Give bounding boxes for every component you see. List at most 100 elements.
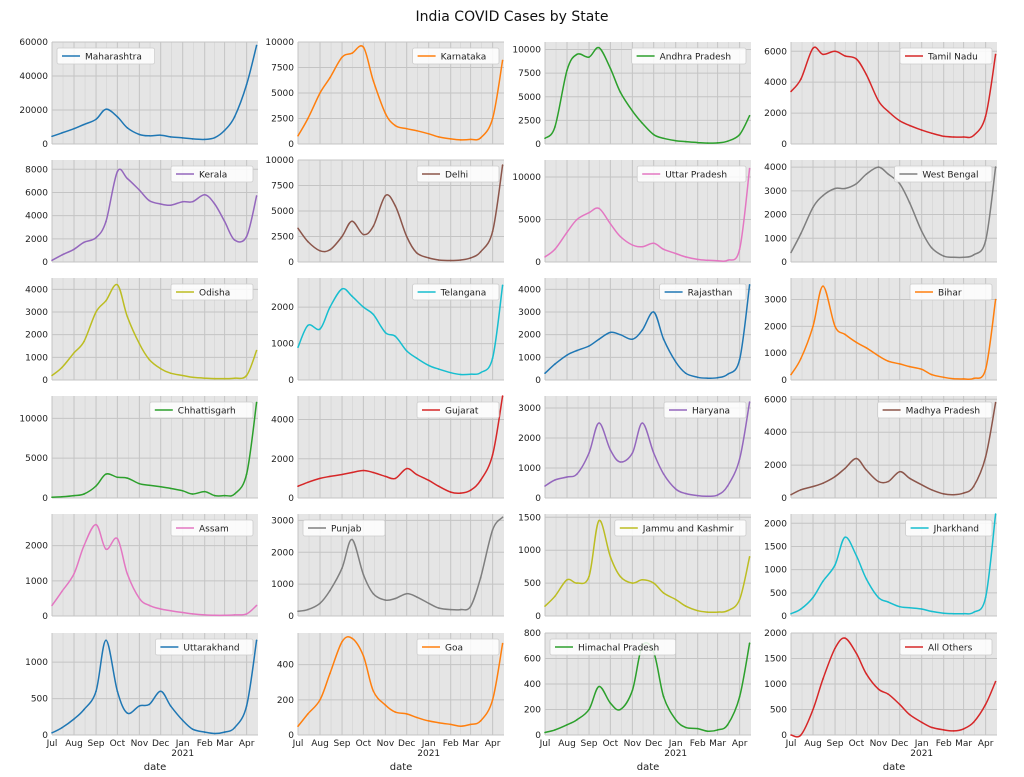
- data-point: [726, 140, 729, 142]
- y-tick-label: 4000: [764, 163, 787, 173]
- data-point: [213, 136, 216, 139]
- data-point: [159, 134, 162, 136]
- data-point: [501, 59, 504, 62]
- legend-box: [149, 401, 254, 419]
- data-point: [898, 703, 901, 706]
- y-tick-label: 4000: [764, 78, 787, 88]
- y-tick-label: 1000: [25, 577, 48, 587]
- legend: Haryana: [663, 401, 747, 419]
- data-point: [812, 596, 814, 599]
- legend-box: [614, 519, 747, 537]
- data-point: [203, 377, 206, 380]
- data-point: [73, 127, 75, 130]
- legend: Kerala: [170, 165, 254, 183]
- data-point: [609, 556, 612, 558]
- data-point: [169, 136, 172, 138]
- data-point: [877, 166, 880, 168]
- data-point: [652, 242, 655, 245]
- series-line-goa: [297, 636, 504, 727]
- data-point: [437, 485, 440, 488]
- y-tick-label: 2000: [271, 303, 294, 313]
- data-point: [415, 473, 418, 476]
- y-tick-label: 1000: [271, 580, 294, 590]
- y-tick-label: 2500: [271, 115, 294, 125]
- data-point: [437, 607, 440, 609]
- data-point: [479, 137, 482, 139]
- data-point: [415, 596, 418, 598]
- legend-label: Bihar: [938, 289, 962, 299]
- data-point: [116, 284, 119, 286]
- data-point: [748, 167, 751, 170]
- data-point: [994, 513, 997, 515]
- data-point: [384, 704, 387, 706]
- panel-jammu-and-kashmir: 0 500 1000 1500 Jammu and Kashmir: [518, 513, 751, 622]
- data-point: [307, 713, 309, 715]
- data-point: [972, 721, 975, 724]
- y-tick-label: 6000: [764, 47, 787, 57]
- data-point: [191, 728, 194, 730]
- x-tick-label: Jul: [292, 739, 304, 749]
- x-year-label: 2021: [171, 749, 194, 759]
- data-point: [459, 608, 462, 611]
- data-point: [297, 610, 299, 612]
- data-point: [800, 78, 802, 80]
- data-point: [598, 338, 600, 341]
- data-point: [159, 203, 162, 205]
- data-point: [213, 494, 216, 497]
- y-tick-label: 4000: [518, 285, 541, 295]
- legend-label: Jharkhand: [933, 525, 979, 535]
- data-point: [138, 133, 141, 136]
- y-tick-label: 2000: [271, 548, 294, 558]
- data-point: [930, 489, 933, 491]
- data-point: [437, 721, 440, 724]
- y-tick-label: 3000: [518, 404, 541, 414]
- data-point: [952, 136, 955, 138]
- legend: Rajasthan: [659, 283, 747, 301]
- data-point: [984, 456, 987, 458]
- legend-box: [894, 165, 993, 183]
- data-point: [790, 493, 792, 496]
- data-point: [148, 135, 151, 137]
- data-point: [855, 457, 858, 460]
- data-point: [544, 605, 546, 607]
- data-point: [706, 495, 709, 498]
- data-point: [994, 680, 997, 683]
- legend-box: [877, 401, 993, 419]
- data-point: [51, 135, 53, 138]
- legend-box: [416, 401, 500, 419]
- y-tick-label: 0: [42, 612, 48, 622]
- data-point: [566, 69, 568, 72]
- data-point: [73, 573, 75, 575]
- legend-box: [663, 401, 747, 419]
- data-point: [233, 239, 236, 241]
- legend-label: Delhi: [445, 171, 468, 181]
- data-point: [307, 608, 309, 611]
- data-point: [51, 732, 53, 734]
- data-point: [95, 236, 97, 239]
- data-point: [329, 249, 331, 251]
- data-point: [427, 720, 430, 722]
- legend-box: [302, 519, 386, 537]
- data-point: [716, 142, 719, 144]
- data-point: [865, 173, 868, 175]
- y-tick-label: 0: [781, 731, 787, 741]
- data-point: [329, 589, 331, 592]
- data-point: [631, 338, 634, 341]
- panel-uttar-pradesh: 0 5000 10000 Uttar Pradesh: [512, 160, 751, 268]
- y-tick-label: 60000: [19, 38, 48, 48]
- x-tick-label: Apr: [978, 739, 994, 749]
- data-point: [329, 76, 331, 79]
- x-tick-label: Dec: [152, 739, 169, 749]
- data-point: [930, 373, 933, 376]
- data-point: [790, 612, 792, 615]
- data-point: [384, 331, 387, 334]
- data-point: [405, 467, 408, 470]
- x-axis-label: date: [637, 762, 660, 773]
- y-tick-label: 3000: [271, 516, 294, 526]
- data-point: [696, 727, 699, 730]
- x-tick-label: Aug: [65, 739, 83, 749]
- series-line-jammu-and-kashmir: [544, 519, 751, 613]
- data-point: [984, 703, 987, 706]
- data-point: [203, 138, 206, 141]
- x-year-label: 2021: [664, 749, 687, 759]
